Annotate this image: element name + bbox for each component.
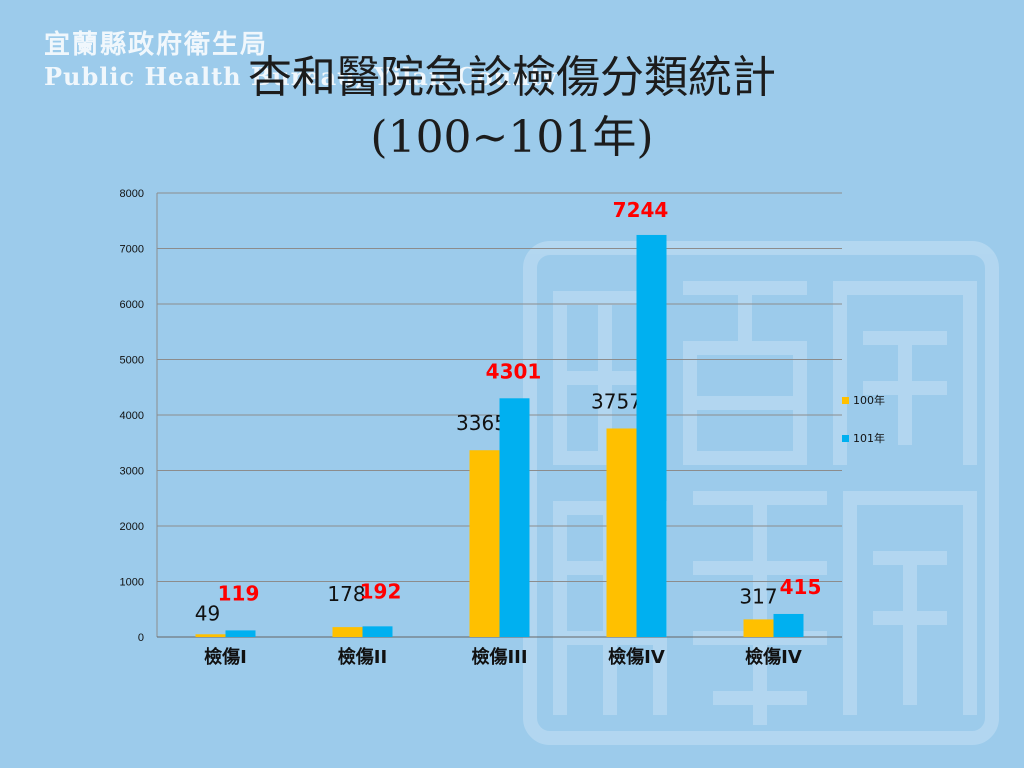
legend-item-100: 100年: [842, 392, 885, 408]
x-tick-label-3: 檢傷IV: [608, 646, 665, 668]
bar-3-0: [606, 428, 637, 637]
data-label-0-0: 49: [195, 601, 220, 625]
legend-swatch-100: [842, 396, 849, 404]
bar-4-1: [773, 613, 804, 637]
data-label-4-0: 317: [739, 584, 777, 608]
y-tick-label-0: 0: [138, 632, 144, 644]
data-label-3-1: 7244: [613, 198, 669, 222]
bar-2-1: [499, 398, 530, 637]
legend-label-101: 101年: [853, 432, 885, 445]
y-tick-label-3: 3000: [120, 466, 144, 478]
data-label-2-1: 4301: [486, 359, 542, 383]
data-label-0-1: 119: [218, 581, 260, 605]
y-tick-label-8: 8000: [120, 188, 144, 200]
bar-0-0: [195, 634, 226, 637]
data-label-3-0: 3757: [591, 389, 642, 413]
bar-4-0: [743, 619, 774, 637]
y-tick-label-1: 1000: [120, 577, 144, 589]
legend-label-100: 100年: [853, 394, 885, 407]
org-name-chinese: 宜蘭縣政府衛生局: [44, 30, 269, 60]
chart-legend: 100年 101年: [842, 392, 885, 468]
y-tick-label-2: 2000: [120, 521, 144, 533]
title-line-2: (100~101年): [370, 112, 654, 163]
y-tick-label-5: 5000: [120, 355, 144, 367]
bar-3-1: [636, 234, 667, 637]
header-logo: 宜蘭縣政府衛生局 Public Health Bureau, Yilan Cou…: [44, 30, 558, 92]
x-tick-label-4: 檢傷IV: [745, 646, 802, 668]
bar-1-1: [362, 626, 393, 637]
slide-title: 杏和醫院急診檢傷分類統計 (100~101年): [0, 48, 1024, 168]
data-label-4-1: 415: [780, 575, 822, 599]
legend-item-101: 101年: [842, 430, 885, 446]
x-tick-label-0: 檢傷I: [204, 646, 247, 668]
title-line-1: 杏和醫院急診檢傷分類統計: [248, 52, 776, 103]
x-tick-label-1: 檢傷II: [338, 646, 387, 668]
org-name-english: Public Health Bureau, Yilan County: [44, 62, 558, 91]
data-label-2-0: 3365: [456, 411, 507, 435]
y-tick-label-4: 4000: [120, 410, 144, 422]
x-tick-label-2: 檢傷III: [471, 646, 527, 668]
y-tick-label-7: 7000: [120, 244, 144, 256]
data-label-1-0: 178: [327, 582, 365, 606]
bar-1-0: [332, 627, 363, 637]
legend-swatch-101: [842, 434, 849, 442]
bar-2-0: [469, 450, 500, 637]
bar-0-1: [225, 630, 256, 637]
data-label-1-1: 192: [360, 579, 402, 603]
y-tick-label-6: 6000: [120, 299, 144, 311]
